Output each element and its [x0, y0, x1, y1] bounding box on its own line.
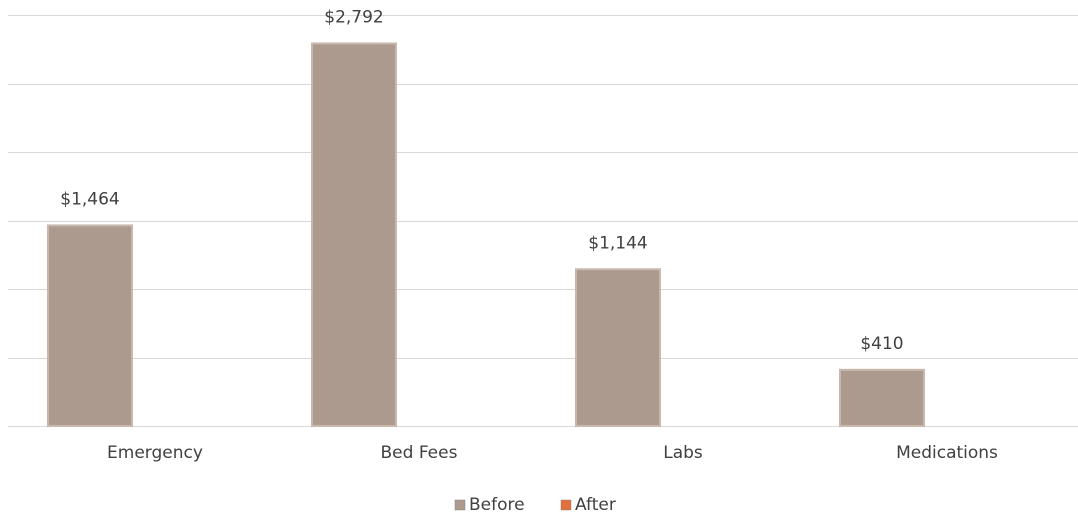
bar [311, 42, 397, 427]
x-tick-label: Medications [896, 443, 998, 463]
x-tick-label: Labs [663, 443, 703, 463]
data-label: $1,464 [60, 189, 119, 209]
data-label: $410 [860, 334, 903, 354]
bar [47, 224, 133, 427]
data-label: $2,792 [324, 7, 383, 27]
bar [575, 268, 661, 427]
data-label: $1,144 [588, 233, 647, 253]
legend-swatch [454, 499, 466, 511]
bar [839, 368, 925, 427]
legend-label: After [575, 495, 616, 515]
legend-label: Before [469, 495, 525, 515]
legend-swatch [560, 499, 572, 511]
x-tick-label: Bed Fees [381, 443, 458, 463]
x-tick-label: Emergency [107, 443, 203, 463]
